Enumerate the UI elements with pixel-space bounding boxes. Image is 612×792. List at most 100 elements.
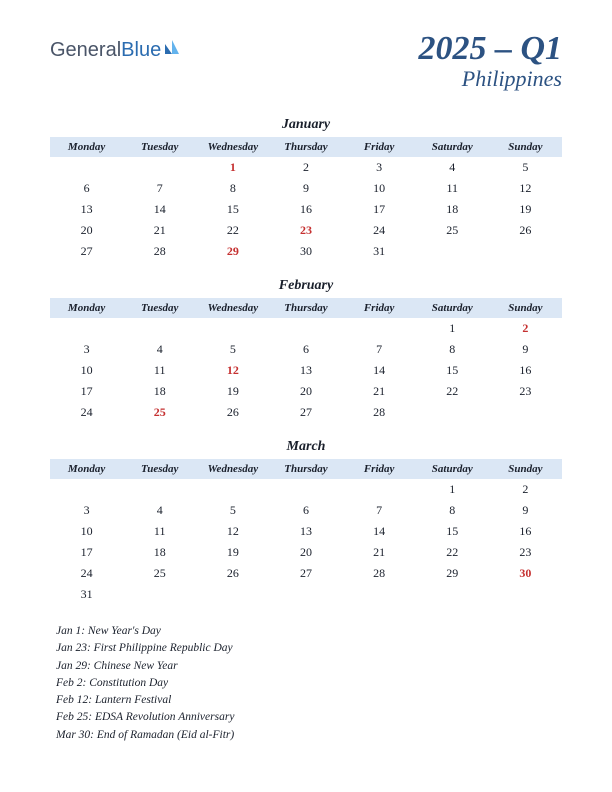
- calendar-cell: [416, 584, 489, 605]
- day-header: Tuesday: [123, 298, 196, 318]
- calendar-row: 3456789: [50, 500, 562, 521]
- calendar-cell: 1: [416, 318, 489, 339]
- holiday-entry: Feb 2: Constitution Day: [56, 675, 562, 692]
- calendar-cell: 10: [343, 178, 416, 199]
- calendar-row: 3456789: [50, 339, 562, 360]
- calendar-cell: 10: [50, 360, 123, 381]
- day-header: Sunday: [489, 137, 562, 157]
- calendar-cell: 3: [343, 157, 416, 178]
- calendar-cell: 2: [489, 479, 562, 500]
- calendar-cell: [123, 318, 196, 339]
- month-block: MarchMondayTuesdayWednesdayThursdayFrida…: [50, 439, 562, 605]
- day-header: Friday: [343, 137, 416, 157]
- calendar-cell: 1: [196, 157, 269, 178]
- month-name: February: [50, 278, 562, 294]
- title-sub: Philippines: [418, 66, 562, 92]
- calendar-cell: [343, 479, 416, 500]
- calendar-cell: [50, 479, 123, 500]
- calendar-row: 24252627282930: [50, 563, 562, 584]
- calendar-cell: 11: [416, 178, 489, 199]
- day-header: Monday: [50, 137, 123, 157]
- day-header: Thursday: [269, 459, 342, 479]
- calendar-cell: 13: [269, 360, 342, 381]
- title-block: 2025 – Q1 Philippines: [418, 30, 562, 92]
- day-header: Saturday: [416, 459, 489, 479]
- day-header: Saturday: [416, 137, 489, 157]
- calendar-cell: 12: [196, 360, 269, 381]
- calendar-cell: 22: [416, 381, 489, 402]
- calendar-row: 20212223242526: [50, 220, 562, 241]
- calendar-cell: 3: [50, 339, 123, 360]
- calendar-cell: [50, 318, 123, 339]
- calendar-cell: 4: [123, 339, 196, 360]
- calendar-row: 10111213141516: [50, 521, 562, 542]
- day-header: Thursday: [269, 298, 342, 318]
- day-header: Friday: [343, 298, 416, 318]
- calendar-cell: 15: [416, 360, 489, 381]
- calendar-cell: 21: [123, 220, 196, 241]
- calendar-cell: [269, 584, 342, 605]
- calendar-table: MondayTuesdayWednesdayThursdayFridaySatu…: [50, 298, 562, 423]
- day-header: Thursday: [269, 137, 342, 157]
- day-header: Wednesday: [196, 137, 269, 157]
- calendar-cell: 20: [269, 542, 342, 563]
- calendar-cell: 8: [416, 339, 489, 360]
- calendar-table: MondayTuesdayWednesdayThursdayFridaySatu…: [50, 137, 562, 262]
- calendar-row: 12: [50, 479, 562, 500]
- calendar-cell: 22: [196, 220, 269, 241]
- calendar-cell: 22: [416, 542, 489, 563]
- calendar-cell: 31: [343, 241, 416, 262]
- calendar-cell: [123, 479, 196, 500]
- holiday-entry: Jan 23: First Philippine Republic Day: [56, 640, 562, 657]
- calendar-cell: 9: [489, 500, 562, 521]
- calendar-row: 12345: [50, 157, 562, 178]
- calendar-cell: [50, 157, 123, 178]
- calendar-cell: 15: [196, 199, 269, 220]
- holiday-list: Jan 1: New Year's DayJan 23: First Phili…: [50, 623, 562, 744]
- logo-text-blue: Blue: [121, 39, 161, 62]
- calendar-cell: 7: [343, 339, 416, 360]
- calendar-cell: [416, 241, 489, 262]
- calendar-cell: 5: [196, 500, 269, 521]
- calendar-cell: 30: [269, 241, 342, 262]
- calendar-cell: 2: [269, 157, 342, 178]
- calendar-cell: [269, 318, 342, 339]
- day-header: Tuesday: [123, 137, 196, 157]
- calendar-cell: 21: [343, 542, 416, 563]
- calendar-cell: 24: [50, 563, 123, 584]
- calendar-cell: 5: [196, 339, 269, 360]
- calendar-cell: 15: [416, 521, 489, 542]
- calendar-cell: 19: [196, 542, 269, 563]
- calendar-cell: [196, 318, 269, 339]
- calendar-row: 10111213141516: [50, 360, 562, 381]
- calendar-row: 17181920212223: [50, 542, 562, 563]
- calendar-cell: 11: [123, 360, 196, 381]
- calendar-cell: 29: [416, 563, 489, 584]
- calendar-cell: 29: [196, 241, 269, 262]
- calendar-row: 17181920212223: [50, 381, 562, 402]
- calendar-cell: [489, 241, 562, 262]
- logo-text-general: General: [50, 39, 121, 62]
- calendar-cell: 21: [343, 381, 416, 402]
- calendar-cell: 7: [123, 178, 196, 199]
- calendar-cell: 6: [269, 339, 342, 360]
- calendar-cell: 25: [123, 563, 196, 584]
- calendar-cell: [489, 402, 562, 423]
- calendar-cell: 23: [489, 381, 562, 402]
- month-block: JanuaryMondayTuesdayWednesdayThursdayFri…: [50, 117, 562, 262]
- calendar-cell: [196, 584, 269, 605]
- holiday-entry: Jan 29: Chinese New Year: [56, 658, 562, 675]
- calendar-cell: 24: [343, 220, 416, 241]
- calendar-cell: 28: [123, 241, 196, 262]
- calendar-cell: 27: [269, 563, 342, 584]
- calendar-cell: 16: [489, 521, 562, 542]
- calendar-cell: [269, 479, 342, 500]
- month-name: March: [50, 439, 562, 455]
- calendar-row: 31: [50, 584, 562, 605]
- holiday-entry: Mar 30: End of Ramadan (Eid al-Fitr): [56, 727, 562, 744]
- calendar-cell: 28: [343, 402, 416, 423]
- calendar-cell: 11: [123, 521, 196, 542]
- holiday-entry: Feb 25: EDSA Revolution Anniversary: [56, 709, 562, 726]
- calendar-cell: 26: [489, 220, 562, 241]
- calendar-cell: [489, 584, 562, 605]
